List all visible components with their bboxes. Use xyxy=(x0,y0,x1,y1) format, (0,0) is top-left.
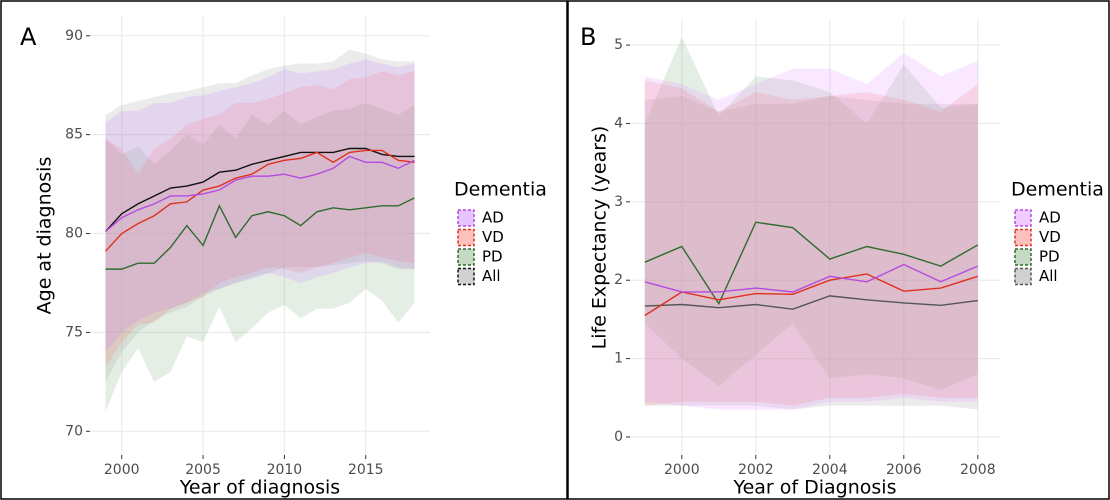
line xyxy=(644,221,979,306)
y-tick-label: 2 xyxy=(614,272,623,288)
confidence-band xyxy=(105,49,415,382)
line xyxy=(105,197,415,270)
y-axis-title: Age at diagnosis xyxy=(34,157,56,315)
legend-label: VD xyxy=(1039,228,1061,246)
panel-frame xyxy=(0,0,568,500)
y-tick-label: 5 xyxy=(614,37,623,53)
x-tick-label: 2000 xyxy=(104,462,140,478)
legend-swatch xyxy=(1014,267,1032,286)
x-tick-label: 2010 xyxy=(267,462,303,478)
y-tick-label: 70 xyxy=(65,423,83,439)
legend-label: All xyxy=(482,267,501,285)
x-tick-label: 2008 xyxy=(960,462,996,478)
confidence-band xyxy=(644,52,978,410)
plot-area xyxy=(630,20,1000,455)
legend-label: All xyxy=(1039,267,1058,285)
x-tick-label: 2004 xyxy=(812,462,848,478)
y-tick-label: 90 xyxy=(65,28,83,44)
x-tick-label: 2006 xyxy=(886,462,922,478)
legend-swatch xyxy=(457,248,475,266)
legend-title: Dementia xyxy=(1011,179,1104,201)
y-tick-label: 85 xyxy=(65,127,83,143)
y-tick-label: 3 xyxy=(614,194,623,210)
x-tick-label: 2015 xyxy=(348,462,384,478)
line xyxy=(644,273,979,317)
y-tick-label: 75 xyxy=(65,324,83,340)
y-axis-title: Life Expectancy (years) xyxy=(589,126,611,350)
confidence-band xyxy=(105,103,415,412)
x-tick-label: 2000 xyxy=(664,462,700,478)
y-tick-label: 0 xyxy=(614,429,623,445)
legend-label: PD xyxy=(1039,248,1060,266)
line xyxy=(104,147,415,233)
legend-swatch xyxy=(457,228,475,247)
plot-area xyxy=(90,16,430,455)
x-axis-title: Year of Diagnosis xyxy=(733,477,897,499)
line xyxy=(105,155,415,233)
legend-label: PD xyxy=(482,248,503,266)
panel-frame xyxy=(567,0,1110,500)
line xyxy=(104,149,415,252)
y-tick-label: 1 xyxy=(614,351,623,367)
panel-label: A xyxy=(20,23,37,51)
line xyxy=(644,295,978,310)
legend-swatch xyxy=(457,209,475,227)
y-tick-label: 4 xyxy=(614,115,623,131)
y-tick-label: 80 xyxy=(65,226,83,242)
line xyxy=(644,263,979,293)
confidence-band xyxy=(105,71,415,368)
legend-label: AD xyxy=(1039,209,1061,227)
legend-label: AD xyxy=(482,209,504,227)
x-tick-label: 2002 xyxy=(738,462,774,478)
legend-swatch xyxy=(1014,248,1032,266)
confidence-band xyxy=(644,96,978,410)
legend-label: VD xyxy=(482,228,504,246)
confidence-band xyxy=(105,59,415,353)
legend-title: Dementia xyxy=(454,179,547,201)
panel-label: B xyxy=(580,23,596,51)
legend-swatch xyxy=(1014,228,1032,247)
legend-swatch xyxy=(457,267,475,286)
legend-swatch xyxy=(1014,209,1032,227)
x-axis-title: Year of diagnosis xyxy=(179,477,340,499)
x-tick-label: 2005 xyxy=(185,462,221,478)
